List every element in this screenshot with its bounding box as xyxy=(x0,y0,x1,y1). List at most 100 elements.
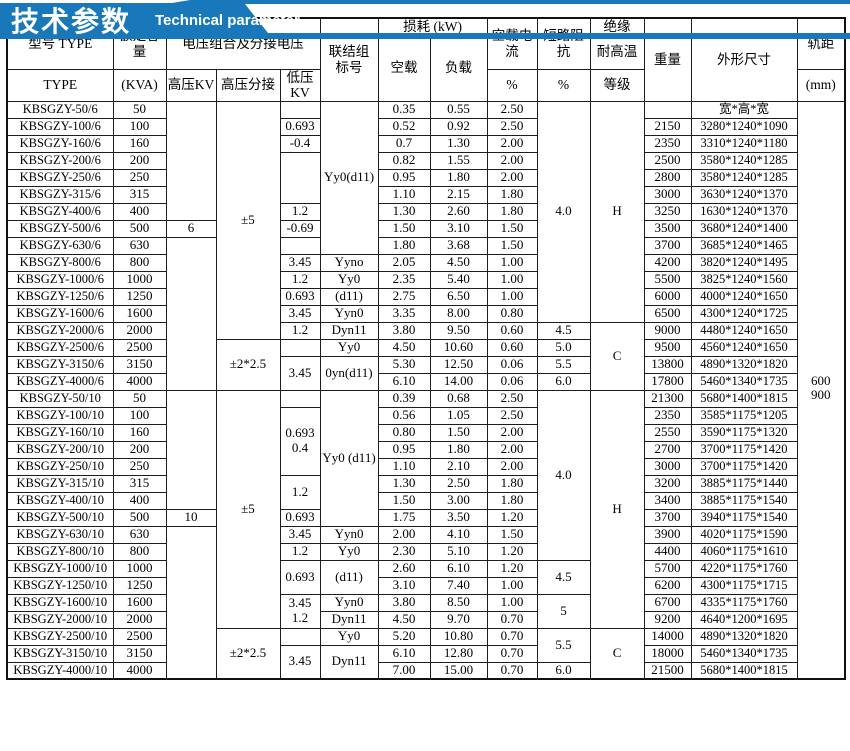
table-row: KBSGZY-160/6 160 -0.4 0.7 1.30 2.00 2350 3310*1… xyxy=(6,134,845,153)
cell-dims: 3580*1240*1285 xyxy=(690,151,798,170)
cell-kva: 1600 xyxy=(112,304,167,323)
header-tap: 高压分接 xyxy=(215,68,281,102)
cell-kva: 50 xyxy=(112,100,167,119)
cell-kva: 2500 xyxy=(112,627,167,646)
header-gauge: 轨距 xyxy=(796,17,846,70)
cell-load: 10.60 xyxy=(429,338,488,357)
cell-vector: 0yn(d11) xyxy=(319,355,379,391)
cell-weight: 9000 xyxy=(643,321,692,340)
cell-kva: 3150 xyxy=(112,355,167,374)
cell-dims: 3680*1240*1400 xyxy=(690,219,798,238)
cell-kva: 2000 xyxy=(112,321,167,340)
cell-kva: 160 xyxy=(112,134,167,153)
cell-vector: Yy0 xyxy=(319,270,379,289)
cell-lv: 3.45 xyxy=(279,644,321,680)
cell-weight: 3200 xyxy=(643,474,692,493)
cell-weight: 6700 xyxy=(643,593,692,612)
cell-dims: 4560*1240*1650 xyxy=(690,338,798,357)
cell-vector: Yy0 xyxy=(319,542,379,561)
cell-current: 1.00 xyxy=(486,287,538,306)
table-row: KBSGZY-1250/10 1250 3.10 7.40 1.00 6200 4300*1… xyxy=(6,576,845,595)
cell-kva: 400 xyxy=(112,202,167,221)
cell-model: KBSGZY-200/10 xyxy=(6,440,114,459)
cell-current: 2.00 xyxy=(486,440,538,459)
table-row: KBSGZY-50/6 50 ±5 Yy0(d11) 0.35 0.55 2.50 4.0 H 宽… xyxy=(6,100,846,681)
cell-dims: 5460*1340*1735 xyxy=(690,372,798,391)
cell-kva: 630 xyxy=(112,525,167,544)
header-capacity-sub: (KVA) xyxy=(112,68,167,102)
cell-dims: 4300*1240*1725 xyxy=(690,304,798,323)
cell-noload: 3.10 xyxy=(377,576,431,595)
header-load: 负载 xyxy=(429,34,488,102)
cell-dims: 3825*1240*1560 xyxy=(690,270,798,289)
cell-noload: 0.56 xyxy=(377,406,431,425)
cell-model: KBSGZY-100/10 xyxy=(6,406,114,425)
cell-noload: 1.10 xyxy=(377,457,431,476)
cell-dims: 4890*1320*1820 xyxy=(690,627,798,646)
cell-kva: 1000 xyxy=(112,270,167,289)
cell-kva: 100 xyxy=(112,117,167,136)
cell-dims: 5680*1400*1815 xyxy=(690,389,798,408)
cell-hv xyxy=(165,236,217,391)
cell-dims: 3585*1175*1205 xyxy=(690,406,798,425)
cell-hv: 10 xyxy=(165,508,217,527)
table-row: KBSGZY-630/6 630 1.80 3.68 1.50 3700 3685*1240… xyxy=(6,236,845,391)
cell-weight: 3250 xyxy=(643,202,692,221)
cell-weight: 13800 xyxy=(643,355,692,374)
cell-load: 10.80 xyxy=(429,627,488,646)
header-gauge-sub: (mm) xyxy=(796,68,846,102)
table-row: KBSGZY-400/10 400 1.50 3.00 1.80 3400 3885*117… xyxy=(6,491,845,510)
cell-noload: 5.30 xyxy=(377,355,431,374)
cell-dims: 4220*1175*1760 xyxy=(690,559,798,578)
cell-weight: 18000 xyxy=(643,644,692,663)
cell-model: KBSGZY-400/6 xyxy=(6,202,114,221)
cell-model: KBSGZY-100/6 xyxy=(6,117,114,136)
cell-model: KBSGZY-800/10 xyxy=(6,542,114,561)
cell-lv xyxy=(279,627,321,646)
cell-kva: 500 xyxy=(112,219,167,238)
cell-lv: 0.693 xyxy=(279,117,321,136)
cell-current: 1.00 xyxy=(486,253,538,272)
cell-weight: 4400 xyxy=(643,542,692,561)
cell-weight: 21300 xyxy=(643,389,692,408)
cell-dims: 3885*1175*1440 xyxy=(690,474,798,493)
cell-lv: 1.2 xyxy=(279,321,321,340)
table-row: KBSGZY-1000/6 1000 1.2 Yy0 2.35 5.40 1.00 5500 3… xyxy=(6,270,845,289)
cell-noload: 2.05 xyxy=(377,253,431,272)
cell-dims: 3310*1240*1180 xyxy=(690,134,798,153)
table-row: KBSGZY-315/6 315 1.10 2.15 1.80 3000 3630*1240… xyxy=(6,185,845,204)
cell-dims: 5460*1340*1735 xyxy=(690,644,798,663)
cell-current: 1.00 xyxy=(486,576,538,595)
cell-kva: 4000 xyxy=(112,372,167,391)
cell-noload: 1.80 xyxy=(377,236,431,255)
cell-model: KBSGZY-500/6 xyxy=(6,219,114,238)
cell-kva: 1250 xyxy=(112,576,167,595)
header-no-load: 空载 xyxy=(377,34,431,102)
cell-current: 2.50 xyxy=(486,117,538,136)
cell-weight: 3000 xyxy=(643,457,692,476)
cell-load: 12.80 xyxy=(429,644,488,663)
cell-current: 2.50 xyxy=(486,389,538,408)
cell-lv xyxy=(279,151,321,204)
cell-dims: 4060*1175*1610 xyxy=(690,542,798,561)
cell-noload: 6.10 xyxy=(377,644,431,663)
cell-load: 1.30 xyxy=(429,134,488,153)
table-row: KBSGZY-500/10 500 10 0.693 1.75 3.50 1.20 3700 3… xyxy=(6,508,845,527)
cell-model: KBSGZY-200/6 xyxy=(6,151,114,170)
cell-load: 1.05 xyxy=(429,406,488,425)
cell-current: 2.00 xyxy=(486,151,538,170)
cell-current: 0.06 xyxy=(486,372,538,391)
cell-model: KBSGZY-160/10 xyxy=(6,423,114,442)
cell-model: KBSGZY-1000/10 xyxy=(6,559,114,578)
cell-load: 3.68 xyxy=(429,236,488,255)
table-row: KBSGZY-3150/10 3150 3.45 Dyn11 6.10 12.80 0.70… xyxy=(6,644,845,680)
cell-noload: 1.30 xyxy=(377,202,431,221)
cell-model: KBSGZY-1600/10 xyxy=(6,593,114,612)
cell-weight: 2800 xyxy=(643,168,692,187)
cell-noload: 5.20 xyxy=(377,627,431,646)
cell-noload: 1.50 xyxy=(377,491,431,510)
cell-lv: 1.2 xyxy=(279,474,321,510)
cell-current: 2.00 xyxy=(486,168,538,187)
cell-weight: 17800 xyxy=(643,372,692,391)
